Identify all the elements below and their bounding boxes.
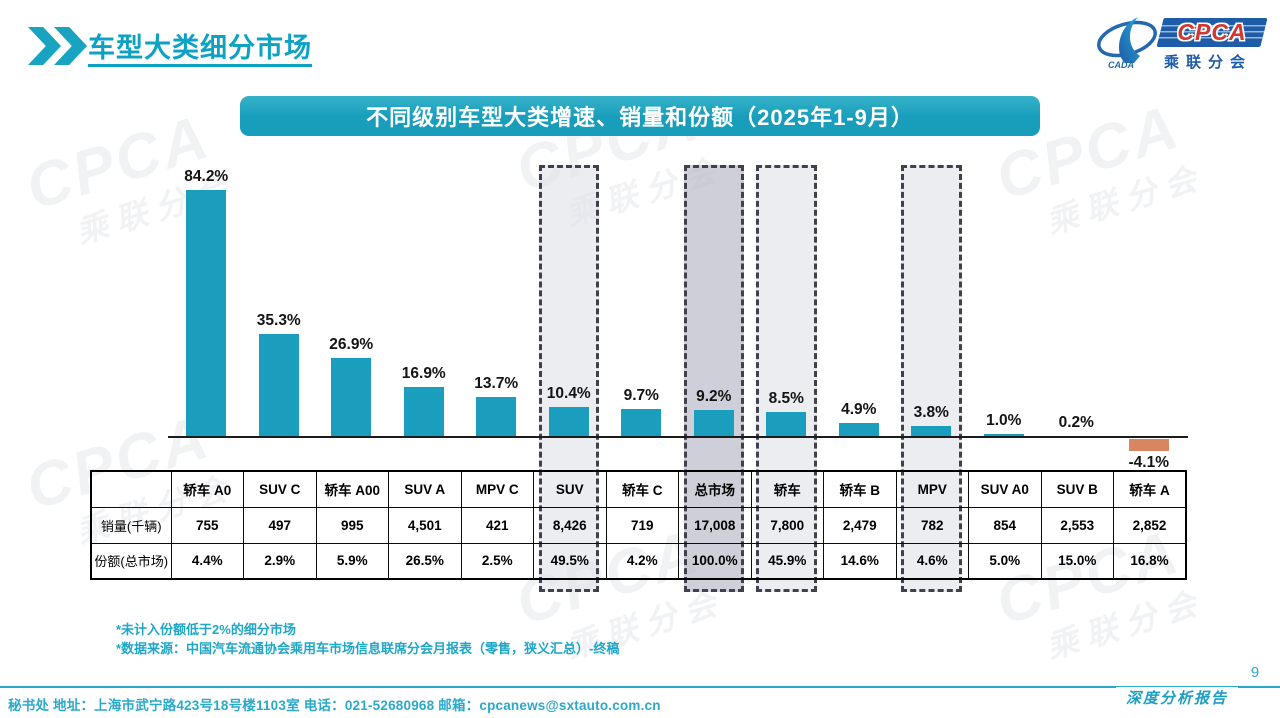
col-header: MPV C <box>460 470 534 508</box>
share-cell: 16.8% <box>1113 542 1187 580</box>
bar-value-label: 3.8% <box>913 403 949 421</box>
bar-value-label: 8.5% <box>768 390 804 408</box>
cpca-logo-text: CPCA <box>1177 19 1247 45</box>
sales-cell: 421 <box>460 506 534 544</box>
bar-SUV <box>548 406 589 437</box>
x-axis-line <box>168 436 1188 438</box>
bar-value-label: 1.0% <box>986 412 1022 430</box>
sales-cell: 17,008 <box>678 506 752 544</box>
bar-轿车-A <box>1128 439 1169 451</box>
col-header: SUV A0 <box>968 470 1042 508</box>
share-cell: 4.6% <box>895 542 969 580</box>
col-header: 轿车 B <box>823 470 897 508</box>
share-cell: 14.6% <box>823 542 897 580</box>
footer-contact: 秘书处 地址：上海市武宁路423号18号楼1103室 电话：021-526809… <box>8 698 661 713</box>
share-cell: 45.9% <box>750 542 824 580</box>
bar-value-label: 13.7% <box>474 374 519 392</box>
sales-cell: 8,426 <box>533 506 607 544</box>
bar-value-label: 9.2% <box>696 388 732 406</box>
report-label: 深度分析报告 <box>1116 687 1239 708</box>
share-cell: 100.0% <box>678 542 752 580</box>
share-cell: 4.4% <box>170 542 244 580</box>
sales-cell: 719 <box>605 506 679 544</box>
col-header: MPV <box>895 470 969 508</box>
table-row: 轿车 A0 SUV C 轿车 A00 SUV A MPV C SUV 轿车 C 总市场 轿车 轿车… <box>90 470 1187 508</box>
col-header: 轿车 A <box>1113 470 1187 508</box>
bar-轿车-C <box>621 408 662 437</box>
bar-轿车-A00 <box>331 358 372 437</box>
bar-SUV-A0 <box>983 434 1024 437</box>
table-row: 份额(总市场) 4.4% 2.9% 5.9% 26.5% 2.5% 49.5% 4.2% 100… <box>90 542 1187 580</box>
share-cell: 5.0% <box>968 542 1042 580</box>
bar-value-label: -4.1% <box>1128 454 1170 471</box>
share-cell: 4.2% <box>605 542 679 580</box>
cpca-logo-subtitle: 乘联分会 <box>1164 54 1253 71</box>
footer-divider <box>0 686 1280 688</box>
col-header: SUV <box>533 470 607 508</box>
col-header: 轿车 C <box>605 470 679 508</box>
col-header: 轿车 A0 <box>170 470 244 508</box>
sales-cell: 7,800 <box>750 506 824 544</box>
cpca-logo-plate: CPCA <box>1156 18 1268 47</box>
chevron-icon <box>28 27 61 65</box>
share-cell: 2.9% <box>243 542 317 580</box>
bar-value-label: 84.2% <box>184 168 229 186</box>
bar-轿车-A0 <box>186 190 227 437</box>
bar-value-label: 35.3% <box>256 311 301 329</box>
cpca-logo-mark-icon: CADA <box>1097 17 1157 70</box>
col-header: SUV B <box>1040 470 1114 508</box>
col-header: SUV C <box>243 470 317 508</box>
col-header: SUV A <box>388 470 462 508</box>
cpca-logo: CADA CPCA 乘联分会 <box>1094 12 1272 71</box>
footnotes: *未计入份额低于2%的细分市场 *数据来源：中国汽车流通协会乘用车市场信息联席分… <box>116 620 619 658</box>
bar-value-label: 16.9% <box>401 365 446 383</box>
col-header: 轿车 <box>750 470 824 508</box>
data-table: 轿车 A0 SUV C 轿车 A00 SUV A MPV C SUV 轿车 C 总市场 轿车 轿车… <box>90 470 1187 580</box>
sales-cell: 2,479 <box>823 506 897 544</box>
row-label: 销量(千辆) <box>90 506 172 544</box>
bar-轿车-B <box>838 422 879 437</box>
table-row: 销量(千辆) 755 497 995 4,501 421 8,426 719 17,008 7,8… <box>90 506 1187 544</box>
row-label <box>90 470 172 508</box>
sales-cell: 4,501 <box>388 506 462 544</box>
bar-MPV <box>911 425 952 437</box>
svg-text:CADA: CADA <box>1108 60 1134 70</box>
bar-value-label: 4.9% <box>841 400 877 418</box>
sales-cell: 755 <box>170 506 244 544</box>
footnote: *数据来源：中国汽车流通协会乘用车市场信息联席分会月报表（零售，狭义汇总）-终稿 <box>116 641 620 656</box>
sales-cell: 854 <box>968 506 1042 544</box>
sales-cell: 497 <box>243 506 317 544</box>
bar-value-label: 10.4% <box>546 384 591 402</box>
sales-cell: 995 <box>315 506 389 544</box>
bar-SUV-A <box>403 387 444 437</box>
col-header: 总市场 <box>678 470 752 508</box>
share-cell: 49.5% <box>533 542 607 580</box>
bar-总市场 <box>693 410 734 437</box>
chart-title-banner: 不同级别车型大类增速、销量和份额（2025年1-9月） <box>240 96 1040 136</box>
share-cell: 5.9% <box>315 542 389 580</box>
page-title: 车型大类细分市场 <box>88 33 312 63</box>
bar-MPV-C <box>476 396 517 437</box>
sales-cell: 782 <box>895 506 969 544</box>
bar-value-label: 9.7% <box>623 386 659 404</box>
bar-value-label: 26.9% <box>329 336 374 354</box>
bar-value-label: 0.2% <box>1058 414 1094 431</box>
row-label: 份额(总市场) <box>90 542 172 580</box>
share-cell: 15.0% <box>1040 542 1114 580</box>
sales-cell: 2,553 <box>1040 506 1114 544</box>
share-cell: 26.5% <box>388 542 462 580</box>
sales-cell: 2,852 <box>1113 506 1187 544</box>
share-cell: 2.5% <box>460 542 534 580</box>
page-number: 9 <box>1250 664 1260 681</box>
bar-SUV-C <box>258 333 299 437</box>
col-header: 轿车 A00 <box>315 470 389 508</box>
footnote: *未计入份额低于2%的细分市场 <box>116 622 296 637</box>
bar-轿车 <box>766 412 807 437</box>
